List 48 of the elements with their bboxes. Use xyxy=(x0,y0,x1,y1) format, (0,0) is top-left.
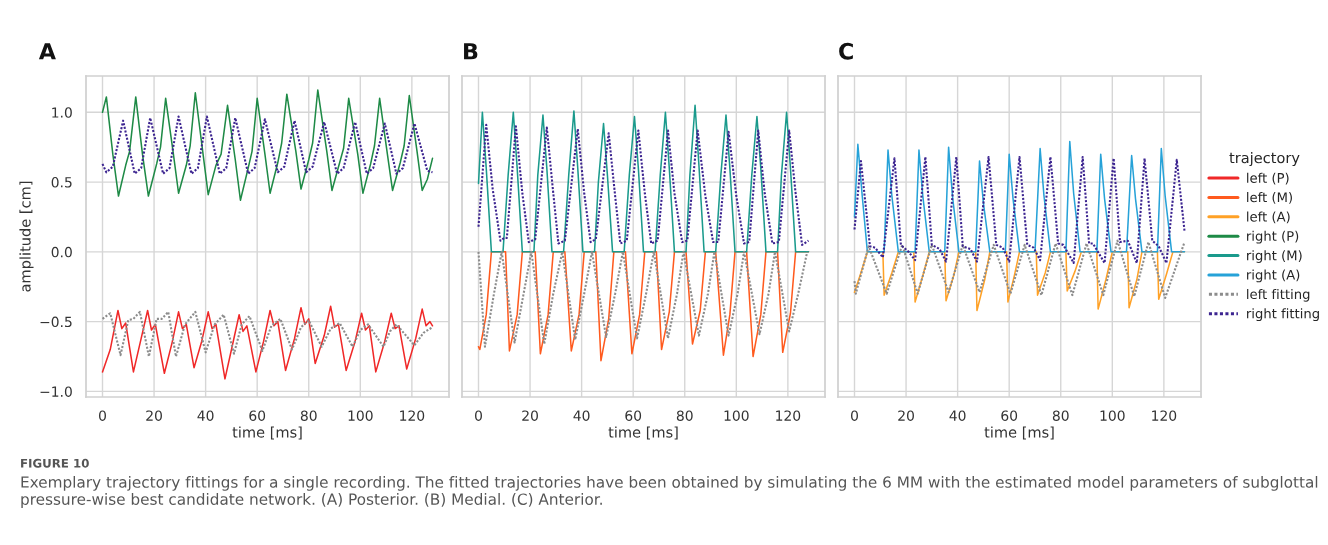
chart-title: B xyxy=(464,43,478,60)
x-tick-label: 60 xyxy=(249,410,266,421)
text: Exemplary trajectory fittings for a single recording. The fitted trajectories have been obtained by simulating the 6 MM with the estimated model parameters of subglottal pressure-wise best candidate network. (A) Posterior. (B) Medial. (C) Anterior. xyxy=(21,476,1318,508)
x-tick-label: 20 xyxy=(898,410,914,421)
x-tick-label: 40 xyxy=(949,410,966,421)
legend-label: right (M) xyxy=(1247,250,1302,263)
y-tick-label: 0.5 xyxy=(51,177,72,188)
legend-label: right fitting xyxy=(1247,308,1319,322)
x-tick-label: 40 xyxy=(573,410,590,421)
x-tick-label: 0 xyxy=(851,410,858,421)
legend-label: left (P) xyxy=(1247,172,1289,185)
legend-label: left (A) xyxy=(1247,211,1290,224)
x-tick-label: 80 xyxy=(1052,410,1069,421)
x-tick-label: 40 xyxy=(197,410,214,421)
y-tick-label: 1.0 xyxy=(52,107,72,118)
x-tick-label: 60 xyxy=(625,410,642,421)
caption: FIGURE 10 xyxy=(21,458,89,468)
x-tick-label: 0 xyxy=(99,410,106,421)
legend-label: right (P) xyxy=(1247,230,1299,244)
y-tick-label: −0.5 xyxy=(40,316,72,328)
line-series xyxy=(101,115,434,175)
legend-title: trajectory xyxy=(1229,151,1300,167)
legend-label: right (A) xyxy=(1247,269,1300,283)
chart-title: C xyxy=(839,42,853,60)
x-tick-label: 100 xyxy=(348,410,373,421)
x-tick-label: 20 xyxy=(146,410,162,421)
legend-label: left (M) xyxy=(1247,192,1292,204)
x-axis-title: time [ms] xyxy=(984,426,1054,440)
y-tick-label: 0.0 xyxy=(51,246,72,258)
x-tick-label: 100 xyxy=(724,410,749,421)
x-tick-label: 0 xyxy=(475,410,482,421)
y-axis-title: amplitude [cm] xyxy=(19,181,34,292)
line-series xyxy=(101,305,434,380)
x-axis-title: time [ms] xyxy=(232,426,302,440)
x-tick-label: 60 xyxy=(1001,410,1018,421)
line-series xyxy=(101,89,434,201)
line-series xyxy=(101,310,434,358)
x-tick-label: 120 xyxy=(400,410,425,421)
x-tick-label: 120 xyxy=(1152,410,1177,421)
x-tick-label: 80 xyxy=(676,410,693,421)
x-axis-title: time [ms] xyxy=(608,426,678,440)
chart-title: A xyxy=(38,43,56,60)
legend-label: left fitting xyxy=(1247,288,1310,302)
x-tick-label: 120 xyxy=(776,410,801,421)
y-tick-label: −1.0 xyxy=(40,386,72,397)
x-tick-label: 20 xyxy=(522,410,538,421)
x-tick-label: 100 xyxy=(1100,410,1125,421)
x-tick-label: 80 xyxy=(300,410,317,421)
